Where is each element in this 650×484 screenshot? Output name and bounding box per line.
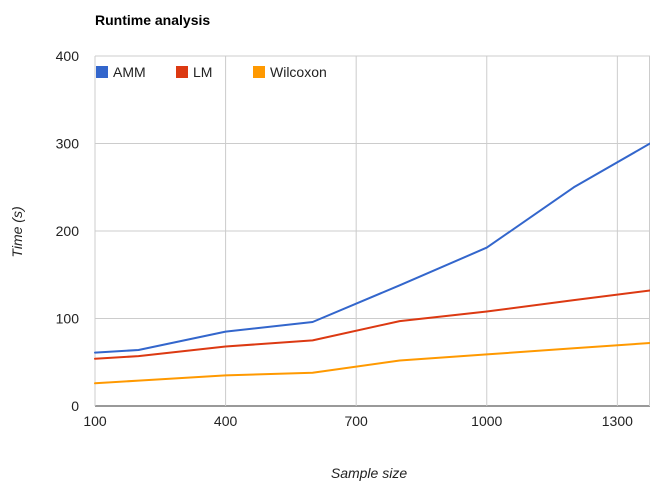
series-line-lm — [94, 289, 650, 360]
x-axis-label: Sample size — [331, 465, 407, 481]
series-lines — [94, 142, 650, 385]
y-tick-label: 300 — [56, 136, 80, 152]
legend-label-lm: LM — [193, 64, 212, 80]
chart-title: Runtime analysis — [95, 12, 210, 28]
grid — [94, 55, 650, 407]
legend-label-amm: AMM — [113, 64, 146, 80]
x-tick-label: 1300 — [602, 413, 633, 429]
legend-swatch-wilcoxon — [253, 66, 265, 78]
x-tick-label: 1000 — [471, 413, 502, 429]
legend-swatch-lm — [176, 66, 188, 78]
legend-swatch-amm — [96, 66, 108, 78]
legend-label-wilcoxon: Wilcoxon — [270, 64, 327, 80]
x-tick-label: 100 — [83, 413, 107, 429]
y-tick-label: 0 — [71, 398, 79, 414]
x-tick-label: 700 — [344, 413, 368, 429]
legend: AMM LM Wilcoxon — [96, 64, 327, 80]
y-axis-ticks: 0 100 200 300 400 — [56, 48, 80, 414]
x-tick-label: 400 — [214, 413, 238, 429]
series-line-amm — [94, 142, 650, 354]
x-axis-ticks: 100 400 700 1000 1300 — [83, 413, 633, 429]
y-tick-label: 400 — [56, 48, 80, 64]
y-axis-label: Time (s) — [9, 206, 25, 257]
y-tick-label: 100 — [56, 311, 80, 327]
y-tick-label: 200 — [56, 223, 80, 239]
series-line-wilcoxon — [94, 342, 650, 385]
